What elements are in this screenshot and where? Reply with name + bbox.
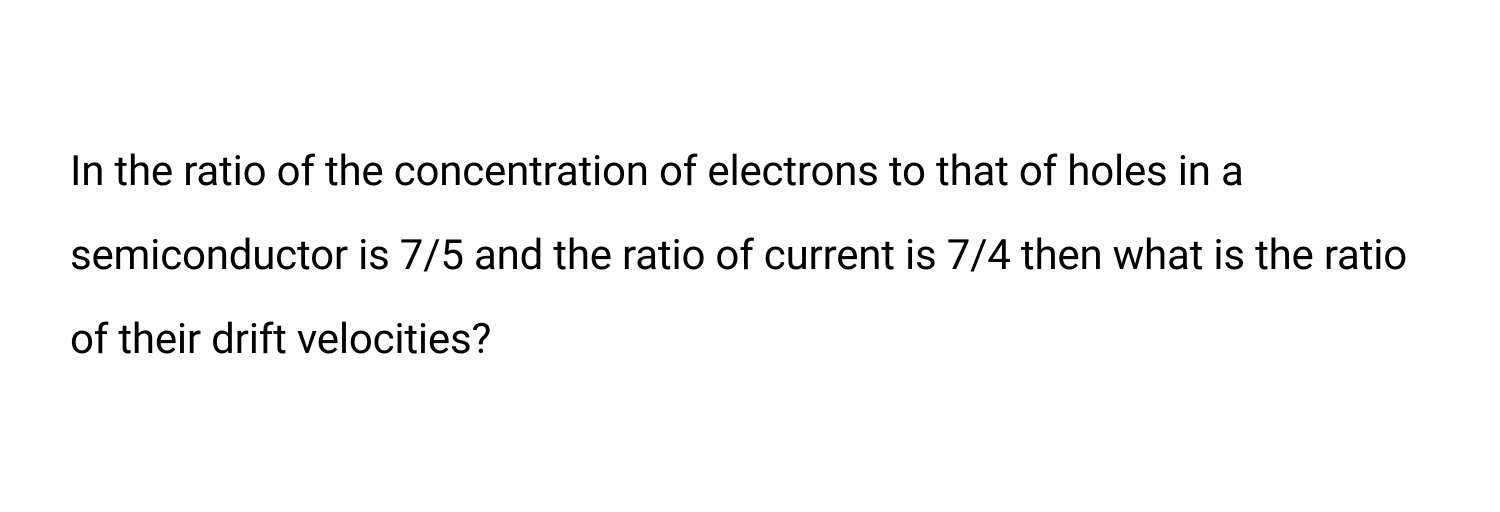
question-text: In the ratio of the concentration of ele… bbox=[70, 130, 1430, 382]
